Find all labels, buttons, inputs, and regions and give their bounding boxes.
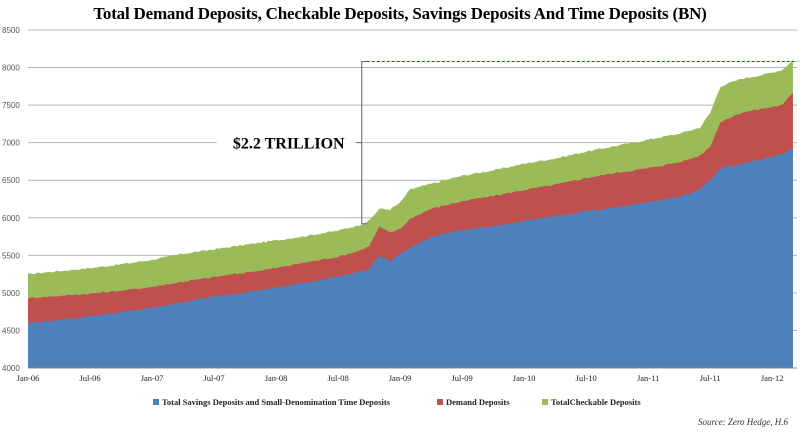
x-tick-label: Jan-12 — [761, 373, 784, 383]
x-tick-label: Jul-06 — [79, 373, 100, 383]
legend-label: Total Savings Deposits and Small-Denomin… — [162, 397, 391, 407]
x-tick-label: Jan-10 — [513, 373, 536, 383]
annotation-background — [216, 132, 355, 153]
x-tick-label: Jul-10 — [576, 373, 597, 383]
annotations: $2.2 TRILLION — [216, 61, 797, 225]
x-tick-label: Jan-06 — [17, 373, 40, 383]
y-tick-label: 4500 — [2, 326, 20, 335]
y-tick-label: 8500 — [2, 26, 20, 35]
legend-swatch — [542, 399, 548, 405]
legend-swatch — [153, 399, 159, 405]
legend: Total Savings Deposits and Small-Denomin… — [153, 397, 641, 407]
source-note: Source: Zero Hedge, H.6 — [698, 417, 789, 427]
x-tick-label: Jul-07 — [203, 373, 224, 383]
x-tick-label: Jan-09 — [389, 373, 412, 383]
x-tick-label: Jan-11 — [637, 373, 659, 383]
y-tick-label: 6500 — [2, 176, 20, 185]
x-tick-label: Jan-07 — [141, 373, 164, 383]
legend-label: Demand Deposits — [446, 397, 510, 407]
x-axis: Jan-06 Jul-06 Jan-07 Jul-07 Jan-08 Jul-08 Jan-… — [17, 373, 784, 383]
x-tick-label: Jul-11 — [700, 373, 721, 383]
legend-swatch — [437, 399, 443, 405]
y-tick-label: 6000 — [2, 214, 20, 223]
y-tick-label: 8000 — [2, 64, 20, 73]
bracket — [356, 61, 367, 225]
y-axis: 4000 4500 5000 5500 6000 6500 7000 7500 8000 8500 — [2, 26, 20, 373]
x-tick-label: Jul-09 — [451, 373, 472, 383]
y-tick-label: 5000 — [2, 289, 20, 298]
y-tick-label: 5500 — [2, 251, 20, 260]
y-tick-label: 4000 — [2, 364, 20, 373]
x-tick-label: Jan-08 — [265, 373, 288, 383]
y-tick-label: 7500 — [2, 101, 20, 110]
legend-label: TotalCheckable Deposits — [551, 397, 641, 407]
y-tick-label: 7000 — [2, 139, 20, 148]
series-areas — [28, 60, 793, 369]
area-total-savings-deposits-and-small-denomination-time-deposits — [28, 148, 793, 368]
chart-title: Total Demand Deposits, Checkable Deposit… — [93, 4, 707, 23]
x-tick-label: Jul-08 — [327, 373, 348, 383]
annotation-label: $2.2 TRILLION — [233, 136, 345, 153]
